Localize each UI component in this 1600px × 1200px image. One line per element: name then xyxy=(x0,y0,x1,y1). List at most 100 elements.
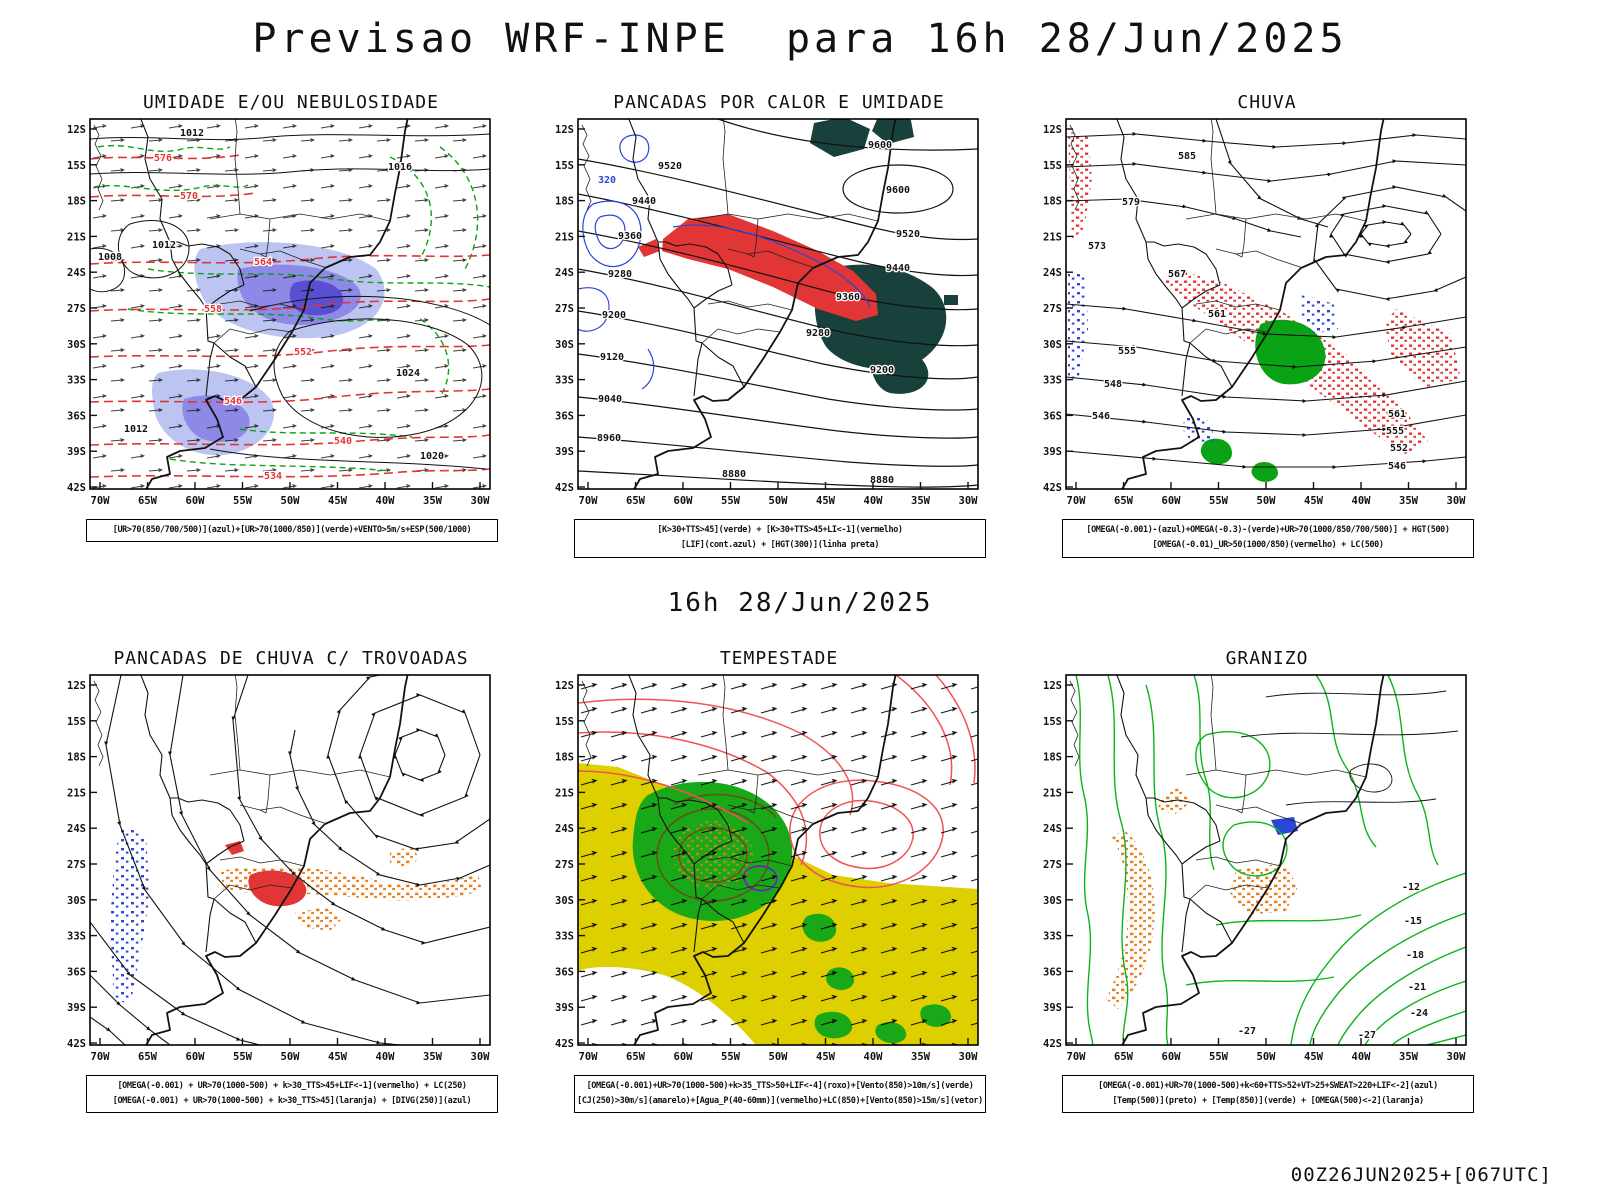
lon-tick-label: 30W xyxy=(959,1051,979,1063)
contour-label: -12 xyxy=(1402,882,1420,893)
contour-label: 579 xyxy=(1122,197,1140,208)
lon-tick-label: 55W xyxy=(721,495,741,507)
lon-tick-label: 70W xyxy=(1067,495,1087,507)
contour-labels: -12 -15 -18 -21 -24 -27 -27 xyxy=(1237,880,1430,1042)
lat-tick-label: 21S xyxy=(67,787,86,799)
caption-line: [CJ(250)>30m/s](amarelo)+[Agua_P(40-60mm… xyxy=(577,1095,983,1106)
lon-tick-label: 55W xyxy=(1209,495,1229,507)
red-thickness-contours xyxy=(90,154,490,478)
mid-date-label: 16h 28/Jun/2025 xyxy=(667,587,933,618)
lat-tick-label: 39S xyxy=(555,1002,574,1014)
lat-tick-label: 36S xyxy=(67,966,86,978)
caption-box-tempestade: [OMEGA(-0.001)+UR>70(1000-500)+k>35_TTS>… xyxy=(574,1074,986,1114)
contour-label: 1024 xyxy=(396,368,420,379)
contour-label: 9440 xyxy=(632,196,656,207)
contour-label: 9360 xyxy=(836,292,860,303)
wind-vector-field xyxy=(578,674,978,1045)
run-info-label: 00Z26JUN2025+[067UTC] xyxy=(1290,1164,1552,1186)
contour-label: 8960 xyxy=(597,433,621,444)
lat-tick-label: 27S xyxy=(67,303,86,315)
lat-tick-label: 15S xyxy=(555,160,574,172)
contour-label: 9600 xyxy=(868,140,892,151)
contour-label: -18 xyxy=(1406,950,1424,961)
lat-tick-label: 30S xyxy=(67,339,86,351)
lon-tick-label: 45W xyxy=(328,1051,348,1063)
height-contours xyxy=(578,119,978,488)
map-chuva: 585 579 573 567 561 555 548 546 561 555 … xyxy=(1043,118,1467,507)
map-border xyxy=(1065,118,1467,490)
lon-tick-label: 30W xyxy=(471,1051,491,1063)
contour-label: 9280 xyxy=(806,328,830,339)
map-border xyxy=(89,673,491,1046)
contour-label: 585 xyxy=(1178,151,1196,162)
contour-label: 548 xyxy=(1104,379,1122,390)
caption-line: [Temp(500)](preto) + [Temp(850)](verde) … xyxy=(1112,1095,1424,1106)
contour-label: 9040 xyxy=(598,394,622,405)
panel-granizo: GRANIZO xyxy=(1032,647,1474,1114)
contour-label: 1020 xyxy=(420,451,444,462)
lat-tick-label: 39S xyxy=(67,446,86,458)
lat-tick-label: 21S xyxy=(1043,231,1062,243)
streamlines xyxy=(90,674,490,1045)
temp500-contours xyxy=(1240,690,1459,806)
caption-line: [OMEGA(-0.001)+UR>70(1000-500)+k<60+TTS>… xyxy=(1098,1080,1438,1091)
map-trovoadas: 12S 15S 18S 21S 24S 27S 30S 33S 36S 39S 42S 70W 65W 6… xyxy=(67,673,491,1063)
lon-tick-label: 30W xyxy=(471,495,491,507)
lat-tick-label: 12S xyxy=(555,680,574,692)
contour-label: 9520 xyxy=(896,229,920,240)
lon-tick-label: 60W xyxy=(1162,495,1182,507)
contour-label: 567 xyxy=(1168,269,1186,280)
panel-title-pancadas-calor: PANCADAS POR CALOR E UMIDADE xyxy=(613,92,945,113)
lon-tick-label: 70W xyxy=(91,1051,111,1063)
caption-line: [OMEGA(-0.01)_UR>50(1000/850)(vermelho) … xyxy=(1152,540,1384,551)
lat-tick-label: 39S xyxy=(555,446,574,458)
lat-tick-label: 36S xyxy=(555,966,574,978)
lat-tick-label: 39S xyxy=(67,1002,86,1014)
lon-tick-label: 60W xyxy=(674,1051,694,1063)
lat-tick-label: 33S xyxy=(555,930,574,942)
lat-tick-label: 42S xyxy=(555,482,574,494)
map-border xyxy=(89,118,491,490)
contour-label: 9280 xyxy=(608,269,632,280)
contour-label: 561 xyxy=(1208,309,1226,320)
contour-label: 555 xyxy=(1386,426,1404,437)
lat-tick-label: 18S xyxy=(1043,196,1062,208)
lon-tick-label: 70W xyxy=(91,495,111,507)
contour-label: 576 xyxy=(154,153,172,164)
lif-contours xyxy=(578,134,871,390)
lon-tick-label: 65W xyxy=(1114,1051,1134,1063)
contour-label: 552 xyxy=(1390,443,1408,454)
lat-tick-label: 15S xyxy=(67,715,86,727)
lat-tick-label: 36S xyxy=(555,410,574,422)
lon-tick-label: 55W xyxy=(1209,1051,1229,1063)
row-bottom: PANCADAS DE CHUVA C/ TROVOADAS xyxy=(0,648,1600,1114)
map-border xyxy=(577,673,979,1046)
caption-line: [OMEGA(-0.001)+UR>70(1000-500)+k>35_TTS>… xyxy=(586,1080,974,1091)
lat-tick-label: 33S xyxy=(1043,375,1062,387)
panel-title-umidade: UMIDADE E/OU NEBULOSIDADE xyxy=(143,92,439,113)
axis-ticks: 12S 15S 18S 21S 24S 27S 30S 33S 36S 39S 42S 70W 65W 6… xyxy=(555,124,978,507)
lat-tick-label: 24S xyxy=(1043,823,1062,835)
lat-tick-label: 21S xyxy=(1043,787,1062,799)
lon-tick-label: 40W xyxy=(1352,1051,1372,1063)
contour-label: 555 xyxy=(1118,346,1136,357)
lat-tick-label: 12S xyxy=(555,124,574,136)
lat-tick-label: 42S xyxy=(1043,1038,1062,1050)
lat-tick-label: 36S xyxy=(1043,410,1062,422)
lon-tick-label: 45W xyxy=(1304,495,1324,507)
axis-ticks: 12S 15S 18S 21S 24S 27S 30S 33S 36S 39S 42S 70W 65W 6… xyxy=(1043,680,1466,1063)
contour-label: 1012 xyxy=(180,128,204,139)
contour-label: 540 xyxy=(334,436,352,447)
contour-labels: 585 579 573 567 561 555 548 546 561 555 … xyxy=(1087,150,1410,474)
contour-label: 552 xyxy=(294,347,312,358)
lat-tick-label: 33S xyxy=(1043,930,1062,942)
lon-tick-label: 55W xyxy=(721,1051,741,1063)
caption-box-pancadas-calor: [K>30+TTS>45](verde) + [K>30+TTS>45+LI<-… xyxy=(574,519,986,558)
lat-tick-label: 21S xyxy=(555,787,574,799)
lon-tick-label: 30W xyxy=(959,495,979,507)
lat-tick-label: 30S xyxy=(1043,339,1062,351)
contour-label: -27 xyxy=(1358,1030,1376,1041)
panel-title-granizo: GRANIZO xyxy=(1225,647,1309,669)
lat-tick-label: 18S xyxy=(555,751,574,763)
contour-label: 9440 xyxy=(886,263,910,274)
